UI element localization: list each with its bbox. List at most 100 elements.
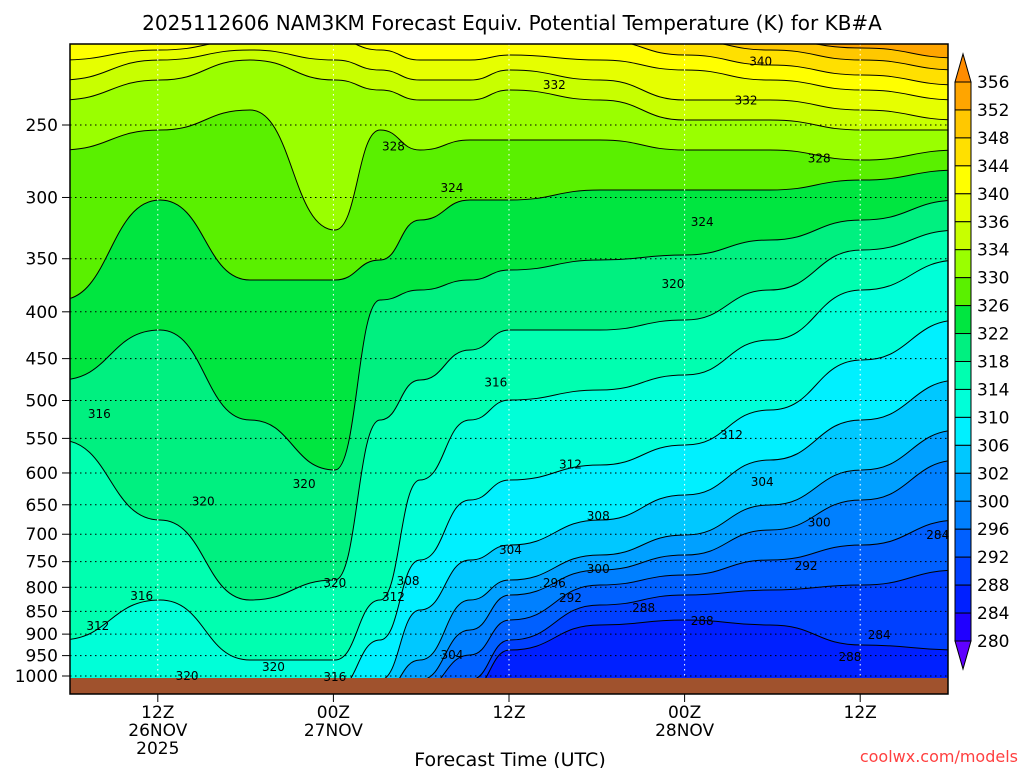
colorbar-box xyxy=(954,361,972,390)
x-tick-label: 00Z xyxy=(317,703,350,723)
colorbar-label: 292 xyxy=(977,548,1009,568)
colorbar-label: 314 xyxy=(977,380,1009,400)
colorbar-box xyxy=(954,584,972,614)
chart-title: 2025112606 NAM3KM Forecast Equiv. Potent… xyxy=(142,11,882,35)
colorbar-label: 302 xyxy=(977,464,1009,484)
colorbar-label: 334 xyxy=(977,241,1009,261)
contour-labels: 340 332 332 328 328 324 324 320 316 316 312 312 304 3… xyxy=(86,54,949,683)
colorbar-box xyxy=(954,472,972,502)
contour-line xyxy=(351,380,948,694)
x-tick-label: 12Z xyxy=(492,703,525,723)
colorbar-label: 330 xyxy=(977,269,1009,289)
contour-label: 312 xyxy=(720,428,743,442)
y-tick-label: 700 xyxy=(26,525,58,545)
contour-label: 284 xyxy=(926,528,949,542)
colorbar-label: 300 xyxy=(977,492,1009,512)
contour-line xyxy=(70,59,948,131)
colorbar-label: 340 xyxy=(977,185,1009,205)
contour-label: 292 xyxy=(795,559,818,573)
y-tick-label: 600 xyxy=(26,464,58,484)
contour-label: 328 xyxy=(808,152,831,166)
contour-label: 316 xyxy=(323,670,346,684)
colorbar-label: 280 xyxy=(977,632,1009,652)
colorbar-box xyxy=(954,221,972,251)
x-tick-label: 12Z xyxy=(141,703,174,723)
contour-label: 308 xyxy=(397,574,420,588)
contour-label: 296 xyxy=(543,576,566,590)
contour-label: 288 xyxy=(691,614,714,628)
colorbar-label: 336 xyxy=(977,213,1009,233)
colorbar-box xyxy=(954,109,972,139)
contour-label: 304 xyxy=(751,475,774,489)
y-tick-label: 950 xyxy=(26,647,58,667)
x-tick-label: 2025 xyxy=(136,739,179,759)
contour-label: 316 xyxy=(130,589,153,603)
plot-area xyxy=(70,44,948,694)
colorbar-box xyxy=(954,249,972,279)
x-tick-label: 12Z xyxy=(844,703,877,723)
contour-line xyxy=(70,199,948,471)
colorbar-box xyxy=(954,81,972,111)
y-tick-label: 750 xyxy=(26,553,58,573)
contour-label: 304 xyxy=(499,543,522,557)
y-tick-label: 300 xyxy=(26,188,58,208)
y-tick-label: 1000 xyxy=(15,667,58,687)
colorbar-box xyxy=(954,388,972,418)
colorbar-box xyxy=(954,193,972,223)
contour-label: 284 xyxy=(868,628,891,642)
contour-label: 332 xyxy=(735,93,758,107)
y-tick-label: 350 xyxy=(26,250,58,270)
x-tick-label: 00Z xyxy=(668,703,701,723)
contour-line xyxy=(70,44,948,101)
contour-line xyxy=(629,44,948,86)
colorbar-box xyxy=(954,165,972,195)
contour-label: 328 xyxy=(382,140,405,154)
contour-label: 320 xyxy=(661,277,684,291)
credit-link[interactable]: coolwx.com/models xyxy=(860,747,1018,766)
colorbar-label: 296 xyxy=(977,520,1009,540)
y-tick-label: 500 xyxy=(26,392,58,412)
y-tick-label: 650 xyxy=(26,496,58,516)
contour-label: 312 xyxy=(382,590,405,604)
contour-label: 332 xyxy=(543,78,566,92)
grid-lines xyxy=(70,44,948,694)
contour-label: 320 xyxy=(192,495,215,509)
colorbar-under-triangle xyxy=(954,640,972,671)
contour-label: 304 xyxy=(440,648,463,662)
colorbar-label: 322 xyxy=(977,325,1009,345)
contour-label: 316 xyxy=(88,407,111,421)
contour-label: 312 xyxy=(86,619,109,633)
colorbar-box xyxy=(954,500,972,530)
x-tick-label: 27NOV xyxy=(304,721,363,741)
colorbar-box xyxy=(954,444,972,474)
colorbar-box xyxy=(954,277,972,307)
contour-line xyxy=(70,109,948,231)
x-tick-label: 26NOV xyxy=(128,721,187,741)
contour-line xyxy=(438,569,948,694)
contour-label: 340 xyxy=(749,54,772,68)
colorbar-label: 310 xyxy=(977,408,1009,428)
colorbar-label: 344 xyxy=(977,157,1009,177)
contour-line xyxy=(720,44,948,71)
ground-fill xyxy=(70,678,948,694)
colorbar: 356 352 348 344 340 336 334 330 326 322 318 314 310 3… xyxy=(954,52,1009,671)
contour-label: 316 xyxy=(484,376,507,390)
colorbar-box xyxy=(954,528,972,558)
colorbar-over-triangle xyxy=(954,52,972,83)
colorbar-box xyxy=(954,556,972,586)
contour-label: 320 xyxy=(293,477,316,491)
y-tick-label: 800 xyxy=(26,578,58,598)
contour-label: 300 xyxy=(808,516,831,530)
y-tick-label: 450 xyxy=(26,350,58,370)
contour-line xyxy=(70,229,948,601)
contour-line xyxy=(382,430,948,694)
colorbar-box xyxy=(954,305,972,335)
contour-line xyxy=(70,169,948,299)
colorbar-box xyxy=(954,333,972,362)
colorbar-label: 288 xyxy=(977,576,1009,596)
y-axis: 250 300 350 400 450 500 550 600 650 700 750 800 850 9… xyxy=(15,116,70,687)
x-tick-label: 28NOV xyxy=(655,721,714,741)
x-axis-label: Forecast Time (UTC) xyxy=(414,749,605,768)
colorbar-label: 318 xyxy=(977,353,1009,373)
colorbar-label: 352 xyxy=(977,101,1009,121)
